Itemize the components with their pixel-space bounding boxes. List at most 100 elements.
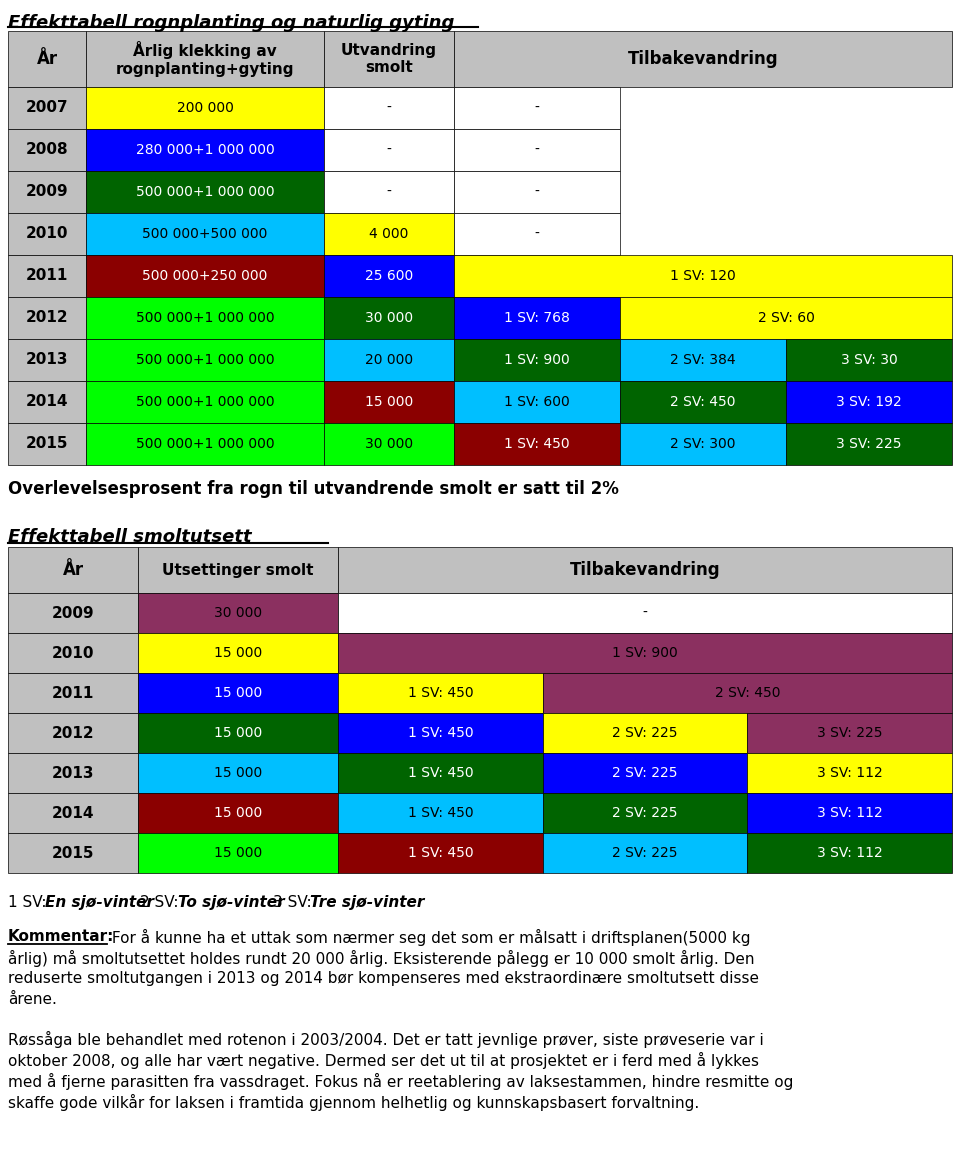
Text: -: - bbox=[535, 185, 540, 199]
FancyBboxPatch shape bbox=[454, 87, 620, 129]
Text: årlig) må smoltutsettet holdes rundt 20 000 årlig. Eksisterende pålegg er 10 000: årlig) må smoltutsettet holdes rundt 20 … bbox=[8, 950, 755, 967]
FancyBboxPatch shape bbox=[8, 171, 86, 213]
FancyBboxPatch shape bbox=[620, 298, 952, 339]
FancyBboxPatch shape bbox=[324, 298, 454, 339]
FancyBboxPatch shape bbox=[454, 213, 620, 255]
FancyBboxPatch shape bbox=[786, 381, 952, 423]
Text: 3 SV: 225: 3 SV: 225 bbox=[817, 726, 882, 740]
FancyBboxPatch shape bbox=[786, 423, 952, 465]
Text: skaffe gode vilkår for laksen i framtida gjennom helhetlig og kunnskapsbasert fo: skaffe gode vilkår for laksen i framtida… bbox=[8, 1094, 699, 1111]
FancyBboxPatch shape bbox=[138, 673, 338, 713]
FancyBboxPatch shape bbox=[86, 213, 324, 255]
Text: 15 000: 15 000 bbox=[214, 646, 262, 660]
FancyBboxPatch shape bbox=[542, 713, 747, 753]
Text: 30 000: 30 000 bbox=[214, 606, 262, 620]
Text: 20 000: 20 000 bbox=[365, 353, 413, 367]
Text: 4 000: 4 000 bbox=[370, 227, 409, 241]
Text: År: År bbox=[36, 51, 58, 68]
Text: 1 SV: 900: 1 SV: 900 bbox=[612, 646, 678, 660]
Text: 2015: 2015 bbox=[26, 436, 68, 452]
Text: 500 000+250 000: 500 000+250 000 bbox=[142, 269, 268, 283]
FancyBboxPatch shape bbox=[86, 129, 324, 171]
FancyBboxPatch shape bbox=[8, 593, 138, 633]
FancyBboxPatch shape bbox=[8, 381, 86, 423]
FancyBboxPatch shape bbox=[8, 633, 138, 673]
Text: Effekttabell smoltutsett: Effekttabell smoltutsett bbox=[8, 528, 252, 546]
FancyBboxPatch shape bbox=[324, 129, 454, 171]
Text: 3 SV: 112: 3 SV: 112 bbox=[817, 766, 882, 780]
Text: 500 000+1 000 000: 500 000+1 000 000 bbox=[135, 353, 275, 367]
FancyBboxPatch shape bbox=[338, 833, 542, 873]
Text: 2 SV:: 2 SV: bbox=[140, 895, 183, 910]
FancyBboxPatch shape bbox=[786, 339, 952, 381]
FancyBboxPatch shape bbox=[8, 793, 138, 833]
Text: 2 SV: 225: 2 SV: 225 bbox=[612, 806, 678, 820]
Text: 2 SV: 384: 2 SV: 384 bbox=[670, 353, 735, 367]
FancyBboxPatch shape bbox=[542, 673, 952, 713]
FancyBboxPatch shape bbox=[324, 339, 454, 381]
FancyBboxPatch shape bbox=[324, 87, 454, 129]
Text: Kommentar:: Kommentar: bbox=[8, 929, 114, 944]
FancyBboxPatch shape bbox=[8, 31, 86, 87]
FancyBboxPatch shape bbox=[454, 339, 620, 381]
Text: 2014: 2014 bbox=[52, 806, 94, 821]
Text: 1 SV: 450: 1 SV: 450 bbox=[408, 686, 473, 700]
FancyBboxPatch shape bbox=[324, 171, 454, 213]
Text: 3 SV: 225: 3 SV: 225 bbox=[836, 437, 901, 452]
Text: oktober 2008, og alle har vært negative. Dermed ser det ut til at prosjektet er : oktober 2008, og alle har vært negative.… bbox=[8, 1053, 759, 1069]
FancyBboxPatch shape bbox=[620, 381, 786, 423]
Text: 1 SV: 900: 1 SV: 900 bbox=[504, 353, 570, 367]
FancyBboxPatch shape bbox=[542, 793, 747, 833]
Text: 3 SV:: 3 SV: bbox=[273, 895, 316, 910]
FancyBboxPatch shape bbox=[324, 423, 454, 465]
FancyBboxPatch shape bbox=[620, 339, 786, 381]
FancyBboxPatch shape bbox=[8, 547, 138, 593]
FancyBboxPatch shape bbox=[338, 713, 542, 753]
FancyBboxPatch shape bbox=[138, 793, 338, 833]
Text: 500 000+1 000 000: 500 000+1 000 000 bbox=[135, 310, 275, 325]
FancyBboxPatch shape bbox=[86, 31, 324, 87]
Text: 1 SV: 450: 1 SV: 450 bbox=[408, 766, 473, 780]
Text: 3 SV: 112: 3 SV: 112 bbox=[817, 846, 882, 860]
Text: Tre sjø-vinter: Tre sjø-vinter bbox=[310, 895, 424, 910]
FancyBboxPatch shape bbox=[86, 339, 324, 381]
Text: 3 SV: 112: 3 SV: 112 bbox=[817, 806, 882, 820]
FancyBboxPatch shape bbox=[138, 633, 338, 673]
FancyBboxPatch shape bbox=[324, 255, 454, 298]
FancyBboxPatch shape bbox=[338, 793, 542, 833]
Text: Overlevelsesprosent fra rogn til utvandrende smolt er satt til 2%: Overlevelsesprosent fra rogn til utvandr… bbox=[8, 480, 619, 497]
Text: 2013: 2013 bbox=[26, 353, 68, 367]
Text: 2 SV: 60: 2 SV: 60 bbox=[757, 310, 814, 325]
Text: 30 000: 30 000 bbox=[365, 310, 413, 325]
FancyBboxPatch shape bbox=[8, 833, 138, 873]
Text: 2015: 2015 bbox=[52, 846, 94, 861]
Text: Tilbakevandring: Tilbakevandring bbox=[569, 561, 720, 579]
Text: Tilbakevandring: Tilbakevandring bbox=[628, 51, 779, 68]
Text: 2 SV: 225: 2 SV: 225 bbox=[612, 726, 678, 740]
Text: 2 SV: 225: 2 SV: 225 bbox=[612, 766, 678, 780]
FancyBboxPatch shape bbox=[8, 423, 86, 465]
FancyBboxPatch shape bbox=[338, 547, 952, 593]
Text: -: - bbox=[387, 101, 392, 115]
FancyBboxPatch shape bbox=[86, 255, 324, 298]
Text: Utvandring
smolt: Utvandring smolt bbox=[341, 42, 437, 75]
Text: 25 600: 25 600 bbox=[365, 269, 413, 283]
FancyBboxPatch shape bbox=[338, 753, 542, 793]
FancyBboxPatch shape bbox=[8, 87, 86, 129]
FancyBboxPatch shape bbox=[8, 339, 86, 381]
Text: 2011: 2011 bbox=[26, 268, 68, 283]
FancyBboxPatch shape bbox=[86, 298, 324, 339]
FancyBboxPatch shape bbox=[324, 213, 454, 255]
FancyBboxPatch shape bbox=[86, 423, 324, 465]
Text: 2012: 2012 bbox=[52, 726, 94, 741]
FancyBboxPatch shape bbox=[747, 833, 952, 873]
Text: 2007: 2007 bbox=[26, 100, 68, 115]
Text: 2013: 2013 bbox=[52, 766, 94, 781]
FancyBboxPatch shape bbox=[8, 713, 138, 753]
Text: 200 000: 200 000 bbox=[177, 101, 233, 115]
Text: 2010: 2010 bbox=[52, 646, 94, 661]
Text: En sjø-vinter: En sjø-vinter bbox=[45, 895, 159, 910]
Text: 15 000: 15 000 bbox=[365, 395, 413, 409]
Text: År: År bbox=[62, 561, 84, 579]
Text: 2010: 2010 bbox=[26, 227, 68, 241]
